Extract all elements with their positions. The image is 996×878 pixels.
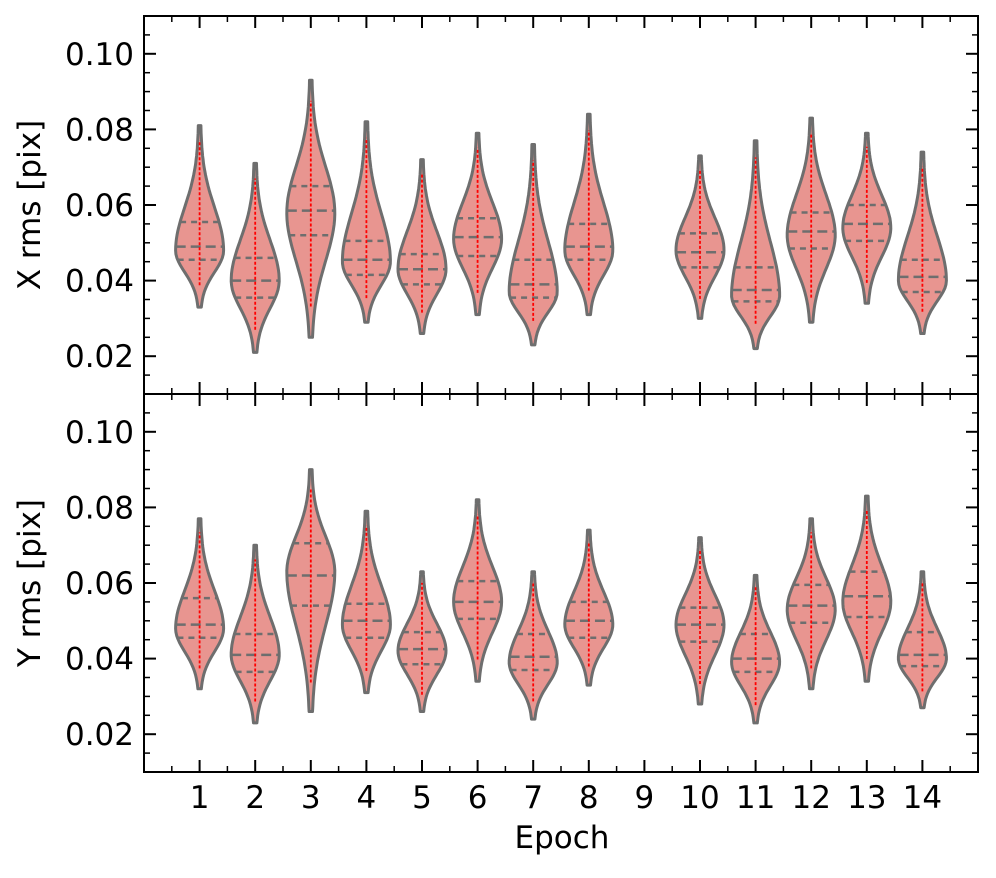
y-tick-label: 0.08: [65, 112, 134, 148]
y-tick-label: 0.08: [65, 490, 134, 526]
x-tick-label: 10: [680, 780, 719, 816]
violin-epoch-2: [229, 543, 281, 725]
violin-body: [730, 139, 782, 351]
y-tick-label: 0.06: [65, 566, 134, 602]
violin-epoch-3: [285, 468, 337, 713]
violin-epoch-14: [896, 150, 948, 335]
y-tick-label: 0.10: [65, 415, 134, 451]
y-tick-label: 0.10: [65, 37, 134, 73]
violin-epoch-10: [674, 536, 726, 706]
x-tick-label: 6: [468, 780, 488, 816]
y-tick-label: 0.04: [65, 264, 134, 300]
violin-epoch-10: [674, 154, 726, 320]
y-rms-panel: 0.020.040.060.080.101 2 3 4 5 6 7 8 9 10 11 12 13 14Y…: [12, 393, 979, 816]
x-tick-label: 11: [736, 780, 775, 816]
violin-body: [785, 517, 837, 691]
y-tick-label: 0.06: [65, 188, 134, 224]
violin-epoch-14: [896, 570, 948, 710]
violin-epoch-13: [841, 494, 893, 683]
violin-epoch-12: [785, 517, 837, 691]
violin-epoch-11: [730, 139, 782, 351]
y-axis-label: X rms [pix]: [12, 120, 48, 290]
violin-epoch-8: [563, 112, 615, 317]
violin-epoch-4: [340, 120, 392, 324]
violin-epoch-1: [174, 517, 226, 691]
y-tick-label: 0.02: [65, 339, 134, 375]
x-tick-label: 1: [190, 780, 210, 816]
x-tick-label: 13: [847, 780, 886, 816]
violin-epoch-12: [785, 116, 837, 324]
x-tick-label: 12: [791, 780, 830, 816]
x-tick-label: 8: [579, 780, 599, 816]
violin-epoch-7: [507, 570, 559, 721]
violin-epoch-7: [507, 143, 559, 347]
violin-body: [841, 131, 893, 305]
violin-body: [340, 509, 392, 695]
violin-epoch-6: [452, 498, 504, 683]
x-axis-label: Epoch: [515, 820, 610, 856]
x-tick-label: 7: [523, 780, 543, 816]
violin-epoch-11: [730, 573, 782, 725]
y-axis-label: Y rms [pix]: [12, 499, 48, 668]
violin-epoch-2: [229, 161, 281, 354]
y-tick-label: 0.02: [65, 717, 134, 753]
x-tick-label: 9: [635, 780, 655, 816]
violin-epoch-1: [174, 124, 226, 309]
violin-epoch-3: [285, 78, 337, 339]
x-rms-panel: 0.02 0.04 0.06 0.08 0.10 X rms [pix]: [12, 15, 979, 395]
violin-body: [174, 517, 226, 691]
violin-body: [452, 498, 504, 683]
violin-body: [563, 528, 615, 687]
y-tick-label: 0.04: [65, 642, 134, 678]
x-tick-label: 5: [412, 780, 432, 816]
violin-body: [674, 536, 726, 706]
violin-epoch-5: [396, 158, 448, 335]
violin-epoch-5: [396, 570, 448, 713]
violin-epoch-13: [841, 131, 893, 305]
violin-body: [896, 150, 948, 335]
violin-epoch-8: [563, 528, 615, 687]
x-tick-label: 4: [357, 780, 377, 816]
violin-epoch-6: [452, 131, 504, 317]
x-tick-label: 3: [301, 780, 321, 816]
x-tick-label: 2: [245, 780, 265, 816]
x-tick-label: 14: [903, 780, 942, 816]
violin-body: [396, 570, 448, 713]
violin-epoch-4: [340, 509, 392, 695]
